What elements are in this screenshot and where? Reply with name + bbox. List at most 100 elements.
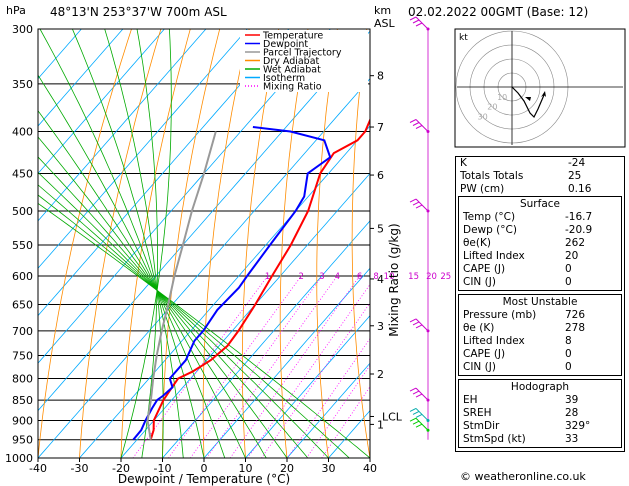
hodograph-ring-label: 10 xyxy=(497,93,507,102)
index-value: 20 xyxy=(565,250,579,262)
hodograph-section: Hodograph EH 39 SREH 28 StmDir 329° StmSpd (kt… xyxy=(458,379,622,448)
x-tick-label: -30 xyxy=(71,462,89,475)
mixing-ratio-label: 15 xyxy=(408,272,419,282)
storm-motion-arrow xyxy=(525,97,531,101)
dry-adiabat-line xyxy=(242,29,279,458)
pressure-tick-label: 900 xyxy=(12,414,33,427)
pressure-tick-label: 700 xyxy=(12,325,33,338)
index-label: CAPE (J) xyxy=(463,263,506,275)
pressure-tick-label: 450 xyxy=(12,167,33,180)
hodograph-ring-label: 20 xyxy=(487,103,497,112)
index-label: Lifted Index xyxy=(463,335,525,347)
index-label: Totals Totals xyxy=(460,170,524,182)
pressure-tick-label: 750 xyxy=(12,349,33,362)
hodograph-unit: kt xyxy=(459,33,468,43)
x-tick-label: 30 xyxy=(322,462,336,475)
index-value: 28 xyxy=(565,407,579,419)
index-value: 329° xyxy=(565,420,591,432)
index-row: PW (cm) 0.16 xyxy=(456,183,624,196)
index-value: 25 xyxy=(568,170,582,182)
index-row: Lifted Index 8 xyxy=(459,335,621,348)
hodograph-title: Hodograph xyxy=(510,381,570,393)
mixing-ratio-line xyxy=(206,275,338,458)
index-label: Dewp (°C) xyxy=(463,224,517,236)
hpa-unit-label: hPa xyxy=(6,4,26,17)
wind-barb-flag xyxy=(415,125,423,129)
index-label: Pressure (mb) xyxy=(463,309,537,321)
wind-barb-flag xyxy=(412,19,420,24)
height-label: 2 xyxy=(377,368,384,381)
index-label: CIN (J) xyxy=(463,361,496,373)
wind-barb-flag xyxy=(412,201,420,206)
series-dewpoint xyxy=(132,126,332,441)
wind-barb-flag xyxy=(412,411,420,415)
height-label: 5 xyxy=(377,222,384,235)
wet-adiabat-line xyxy=(38,156,288,458)
mixing-ratio-label: 6 xyxy=(357,272,362,282)
dry-adiabat-line xyxy=(316,29,338,458)
wind-barb-flag xyxy=(415,22,423,27)
mixing-ratio-label: 4 xyxy=(335,272,340,282)
wind-barb-flag xyxy=(409,408,417,412)
mixing-ratio-label: 20 xyxy=(426,272,437,282)
wet-adiabat-line xyxy=(38,110,246,458)
mixing-ratio-label: 8 xyxy=(373,272,378,282)
wind-barb-flag xyxy=(409,198,417,203)
pressure-tick-label: 300 xyxy=(12,23,33,36)
isotherm-line xyxy=(38,29,207,222)
index-value: 33 xyxy=(565,433,579,445)
index-value: 278 xyxy=(565,322,586,334)
dry-adiabat-line xyxy=(351,29,370,458)
wind-barb-flag xyxy=(409,16,417,21)
dry-adiabat-line xyxy=(279,29,309,458)
legend-label: Dry Adiabat xyxy=(263,56,320,67)
pressure-tick-label: 1000 xyxy=(5,452,33,465)
index-row: StmDir 329° xyxy=(459,420,621,433)
wind-barb-flag xyxy=(415,414,423,418)
index-row: SREH 28 xyxy=(459,407,621,420)
isotherm-line xyxy=(38,30,370,412)
index-label: θe (K) xyxy=(463,322,495,334)
wet-adiabat-line xyxy=(38,171,309,458)
isotherm-line xyxy=(328,410,370,458)
isotherm-line xyxy=(79,125,370,458)
index-row: θe(K) 262 xyxy=(459,237,621,250)
surface-title: Surface xyxy=(519,198,560,210)
wind-barb-flag xyxy=(409,387,417,392)
wind-barb-flag xyxy=(412,420,420,425)
height-label: 6 xyxy=(377,169,384,182)
x-tick-label: -40 xyxy=(29,462,47,475)
x-tick-label: 0 xyxy=(201,462,208,475)
index-row: EH 39 xyxy=(459,394,621,407)
wind-barb-flag xyxy=(409,119,417,123)
series-parcel-trajectory xyxy=(146,131,217,440)
index-value: 8 xyxy=(565,335,572,347)
mixing-ratio-line xyxy=(247,283,370,458)
height-label: 8 xyxy=(377,70,384,83)
mixing-ratio-line xyxy=(306,364,370,458)
wet-adiabat-line xyxy=(38,74,226,458)
wind-barb-flag xyxy=(415,204,423,209)
wet-adiabat-line xyxy=(38,184,329,458)
pressure-tick-label: 350 xyxy=(12,78,33,91)
mixing-ratio-line xyxy=(190,275,323,458)
index-row: Dewp (°C) -20.9 xyxy=(459,224,621,237)
index-value: -20.9 xyxy=(565,224,593,236)
index-row: CIN (J) 0 xyxy=(459,361,621,374)
index-label: StmSpd (kt) xyxy=(463,433,526,445)
index-value: -24 xyxy=(568,157,586,169)
asl-unit-label: ASL xyxy=(374,17,396,30)
index-label: CIN (J) xyxy=(463,276,496,288)
legend-label: Isotherm xyxy=(263,73,305,84)
height-label: 3 xyxy=(377,320,384,333)
isotherm-line xyxy=(38,29,248,269)
wet-adiabat-line xyxy=(38,136,267,458)
mixing-ratio-line xyxy=(261,302,370,458)
pressure-tick-label: 500 xyxy=(12,205,33,218)
pressure-tick-label: 400 xyxy=(12,126,33,139)
x-tick-label: -10 xyxy=(154,462,172,475)
mixing-ratio-label: 2 xyxy=(298,272,303,282)
mixing-ratio-line xyxy=(287,337,370,458)
wind-barb-flag xyxy=(409,318,417,323)
